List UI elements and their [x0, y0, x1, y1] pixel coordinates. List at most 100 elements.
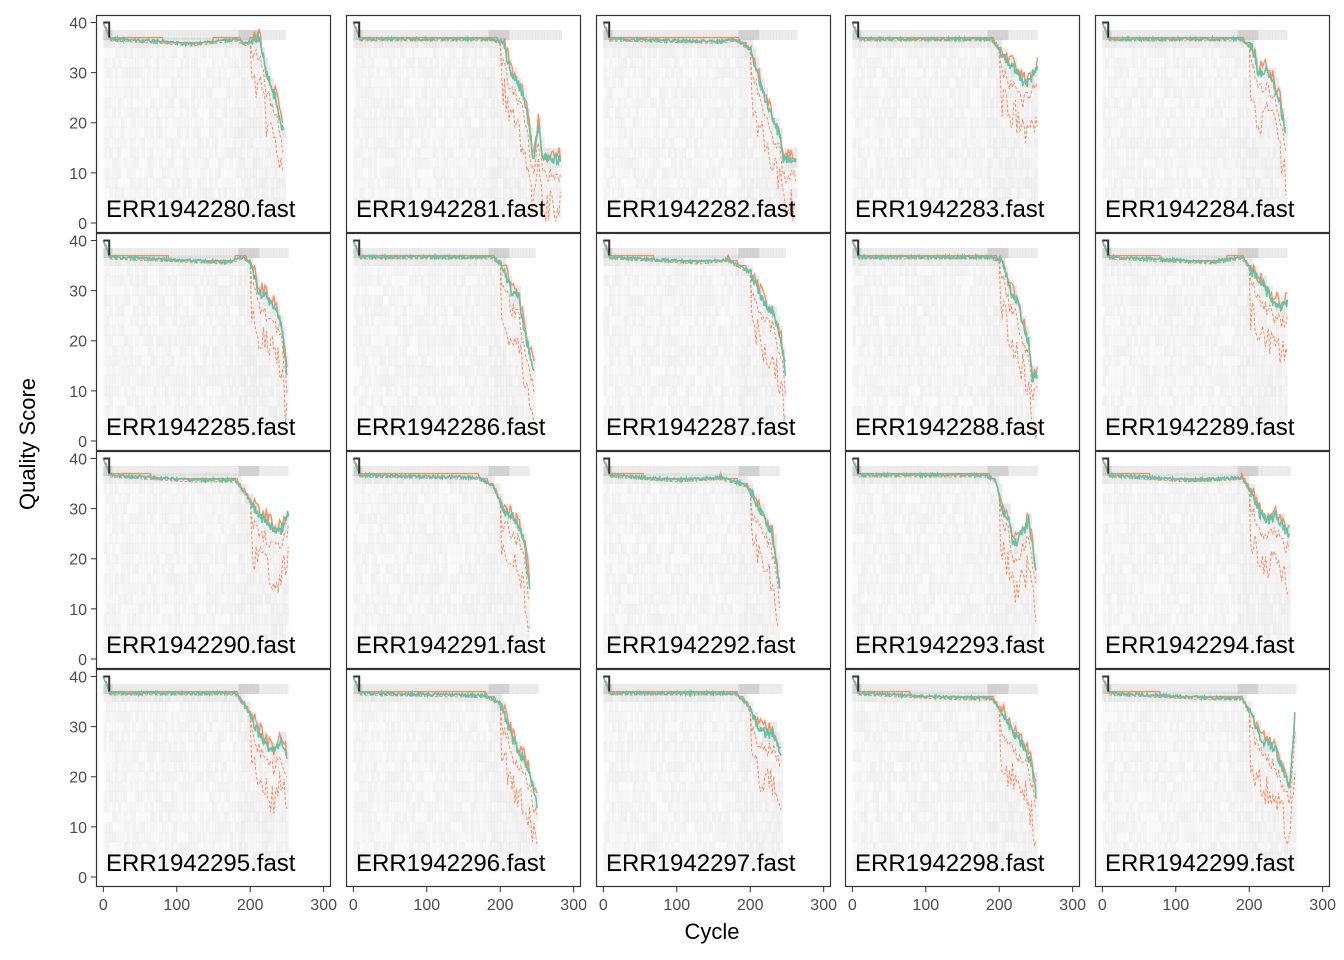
heat-cell: [241, 67, 245, 78]
heat-cell: [887, 67, 891, 78]
heat-cell: [867, 187, 871, 199]
heat-cell: [441, 107, 445, 119]
heat-cell: [1125, 207, 1130, 219]
heat-cell: [750, 117, 754, 129]
heat-cell: [647, 67, 651, 78]
heat-cell: [197, 47, 201, 58]
heat-cell: [659, 77, 663, 88]
heat-cell: [958, 67, 962, 78]
heat-cell: [952, 207, 956, 219]
heat-cell: [467, 167, 472, 179]
heat-cell: [911, 37, 915, 48]
heat-cell: [764, 157, 769, 169]
heat-cell: [267, 67, 272, 78]
heat-cell: [370, 177, 375, 189]
heat-cell: [115, 97, 119, 109]
heat-cell: [415, 157, 419, 169]
heat-cell: [123, 207, 128, 219]
heat-cell: [144, 177, 148, 189]
heat-cell: [665, 77, 669, 88]
heat-cell: [717, 97, 722, 109]
heat-cell: [864, 177, 868, 189]
heat-cell: [756, 207, 760, 219]
heat-cell: [397, 147, 401, 159]
heat-cell: [615, 127, 619, 139]
heat-cell: [712, 97, 716, 109]
heat-cell: [1114, 127, 1118, 139]
heat-cell: [872, 47, 877, 58]
heat-cell: [884, 147, 888, 159]
heat-cell: [717, 137, 722, 149]
heat-cell: [656, 30, 660, 41]
heat-cell: [167, 107, 172, 119]
heat-cell: [103, 117, 107, 129]
heat-cell: [635, 57, 639, 68]
heat-cell: [400, 30, 404, 41]
heat-cell: [123, 37, 128, 48]
heat-cell: [162, 177, 166, 189]
heat-cell: [397, 157, 401, 169]
heat-cell: [450, 117, 454, 129]
heat-cell: [1002, 30, 1006, 41]
heat-cell: [220, 147, 225, 159]
heat-cell: [409, 77, 413, 88]
heat-cell: [1125, 147, 1130, 159]
heat-cell: [282, 207, 286, 219]
heat-cell: [644, 127, 648, 139]
heat-cell: [905, 87, 909, 98]
heat-cell: [470, 57, 475, 68]
heat-cell: [500, 47, 504, 58]
heat-cell: [902, 37, 906, 48]
heat-cell: [884, 197, 888, 209]
heat-cell: [464, 207, 469, 219]
heat-cell: [697, 157, 701, 169]
heat-cell: [200, 137, 204, 149]
heat-cell: [709, 177, 713, 189]
heat-cell: [232, 157, 236, 169]
heat-cell: [226, 107, 230, 119]
heat-cell: [194, 77, 198, 88]
heat-cell: [990, 67, 994, 78]
heat-cell: [878, 57, 883, 68]
heat-cell: [412, 37, 416, 48]
heat-cell: [1140, 137, 1144, 149]
heat-cell: [441, 177, 445, 189]
start-segment: [353, 21, 361, 38]
heat-cell: [638, 67, 642, 78]
heat-cell: [197, 57, 201, 68]
heat-cell: [391, 77, 395, 88]
heat-cell: [1137, 127, 1141, 139]
heat-cell: [109, 57, 113, 68]
heat-cell: [388, 47, 392, 58]
heat-cell: [1131, 127, 1135, 139]
quality-heatmap: [353, 30, 563, 219]
heat-cell: [881, 30, 885, 41]
heat-cell: [955, 37, 959, 48]
heat-cell: [453, 187, 457, 199]
heat-cell: [858, 107, 862, 119]
heat-cell: [878, 107, 883, 119]
heat-cell: [875, 30, 880, 41]
heat-cell: [188, 47, 192, 58]
heat-cell: [523, 117, 527, 129]
heat-cell: [603, 187, 607, 199]
heat-cell: [662, 67, 666, 78]
heat-cell: [238, 177, 242, 189]
heat-cell: [365, 47, 369, 58]
heat-cell: [123, 197, 128, 209]
heat-cell: [382, 30, 386, 41]
heat-cell: [943, 127, 947, 139]
heat-cell: [212, 107, 216, 119]
heat-cell: [984, 87, 988, 98]
heat-cell: [996, 187, 1000, 199]
heat-cell: [632, 97, 636, 109]
heat-cell: [235, 87, 239, 98]
heat-cell: [250, 147, 254, 159]
heat-cell: [875, 127, 880, 139]
heat-cell: [987, 197, 991, 209]
heat-cell: [966, 97, 971, 109]
heat-cell: [467, 197, 472, 209]
heat-cell: [541, 207, 545, 219]
heat-cell: [679, 77, 683, 88]
heat-cell: [144, 97, 148, 109]
